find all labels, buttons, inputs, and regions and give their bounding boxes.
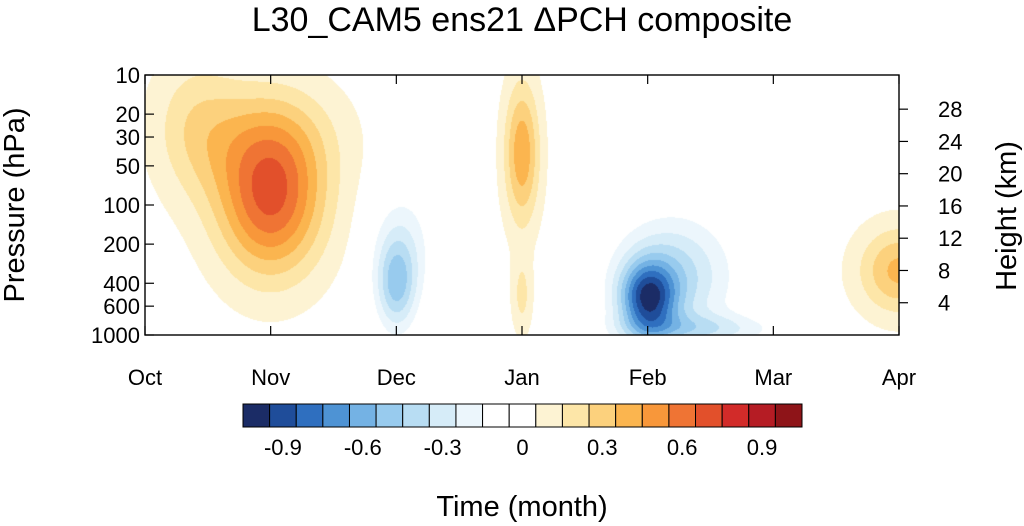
x-tick-label: Dec — [377, 365, 416, 390]
x-tick-label: Oct — [128, 365, 162, 390]
colorbar-swatch — [748, 403, 776, 428]
colorbar-swatch — [455, 403, 484, 428]
right-tick-label: 16 — [938, 194, 962, 219]
right-tick-label: 20 — [938, 162, 962, 187]
colorbar-swatch — [774, 403, 803, 428]
colorbar-swatch — [482, 403, 510, 428]
colorbar-label: 0.3 — [587, 435, 618, 460]
x-axis-title: Time (month) — [436, 491, 607, 523]
y-tick-label: 600 — [103, 294, 140, 319]
colorbar-label: 0 — [516, 435, 528, 460]
colorbar-swatch — [269, 403, 297, 428]
x-tick-label: Mar — [754, 365, 792, 390]
right-tick-label: 24 — [938, 129, 962, 154]
colorbar-swatch — [295, 403, 324, 428]
colorbar-swatch — [428, 403, 457, 428]
colorbar-swatch — [535, 403, 563, 428]
colorbar-label: -0.6 — [344, 435, 382, 460]
x-tick-label: Feb — [629, 365, 667, 390]
colorbar-swatch — [375, 403, 404, 428]
x-tick-label: Apr — [882, 365, 916, 390]
colorbar-swatch — [588, 403, 617, 428]
colorbar — [242, 403, 803, 428]
y-tick-label: 200 — [103, 232, 140, 257]
right-tick-label: 12 — [938, 226, 962, 251]
colorbar-swatch — [561, 403, 590, 428]
x-tick-label: Jan — [504, 365, 539, 390]
colorbar-label: 0.6 — [667, 435, 698, 460]
y-tick-label: 30 — [116, 125, 140, 150]
chart-title: L30_CAM5 ens21 ΔPCH composite — [252, 1, 793, 39]
colorbar-swatch — [641, 403, 670, 428]
y-tick-label: 100 — [103, 193, 140, 218]
colorbar-swatch — [695, 403, 723, 428]
right-tick-label: 28 — [938, 97, 962, 122]
x-axis: Oct Nov Dec Jan Feb Mar Apr — [128, 75, 916, 390]
colorbar-swatch — [508, 403, 537, 428]
y-axis-right: 4 8 12 16 20 24 28 — [899, 97, 962, 316]
colorbar-swatch — [322, 403, 350, 428]
colorbar-swatch — [348, 403, 377, 428]
colorbar-swatch — [242, 403, 271, 428]
y-tick-label: 50 — [116, 154, 140, 179]
y-tick-label: 400 — [103, 271, 140, 296]
colorbar-swatch — [615, 403, 643, 428]
right-tick-label: 8 — [938, 258, 950, 283]
colorbar-label: -0.9 — [264, 435, 302, 460]
contour-fill — [145, 75, 899, 335]
colorbar-swatch — [402, 403, 430, 428]
y-axis-title: Pressure (hPa) — [0, 107, 31, 302]
colorbar-swatch — [721, 403, 750, 428]
colorbar-label: 0.9 — [747, 435, 778, 460]
colorbar-label: -0.3 — [424, 435, 462, 460]
right-tick-label: 4 — [938, 291, 950, 316]
x-tick-label: Nov — [251, 365, 290, 390]
y-tick-label: 1000 — [91, 323, 140, 348]
colorbar-labels: -0.9 -0.6 -0.3 0 0.3 0.6 0.9 — [264, 435, 777, 460]
contour-field — [145, 75, 899, 335]
y-tick-label: 10 — [116, 63, 140, 88]
y-tick-label: 20 — [116, 102, 140, 127]
colorbar-swatch — [668, 403, 697, 428]
y-axis-right-title: Height (km) — [991, 141, 1023, 291]
